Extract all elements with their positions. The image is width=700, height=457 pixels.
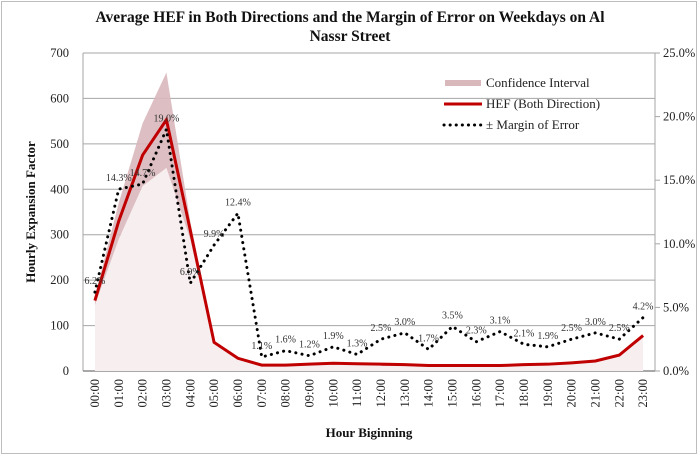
margin-of-error-series — [93, 123, 645, 359]
chart-title-line-2: Nassr Street — [310, 28, 392, 45]
legend-label-margin-of-error: ± Margin of Error — [486, 117, 580, 132]
legend-label-hef: HEF (Both Direction) — [486, 96, 600, 111]
data-label: 14.3% — [106, 173, 132, 184]
data-label: 14.7% — [130, 168, 156, 179]
data-label: 1.9% — [537, 331, 558, 342]
data-label: 2.5% — [609, 323, 630, 334]
data-label: 1.3% — [347, 338, 368, 349]
y-tick-label: 400 — [50, 182, 69, 196]
x-tick-label: 09:00 — [302, 379, 316, 407]
y2-tick-label: 5.0% — [663, 300, 689, 314]
x-tick-label: 15:00 — [445, 379, 459, 407]
data-label: 3.0% — [394, 317, 415, 328]
confidence-interval-band — [94, 72, 644, 371]
data-label: 1.7% — [418, 333, 439, 344]
legend: Confidence Interval HEF (Both Direction)… — [442, 75, 600, 132]
x-tick-label: 20:00 — [565, 379, 579, 407]
x-tick-label: 11:00 — [350, 379, 364, 407]
x-tick-label: 22:00 — [612, 379, 626, 407]
x-tick-label: 12:00 — [374, 379, 388, 407]
data-label: 9.9% — [204, 229, 225, 240]
confidence-interval-base-fill — [94, 167, 644, 371]
x-tick-label: 18:00 — [517, 379, 531, 407]
x-tick-label: 08:00 — [279, 379, 293, 407]
y-tick-label: 100 — [50, 319, 69, 333]
y2-tick-label: 25.0% — [663, 46, 695, 60]
x-tick-label: 21:00 — [588, 379, 602, 407]
x-tick-label: 06:00 — [231, 379, 245, 407]
data-label: 6.9% — [180, 267, 201, 278]
data-label: 3.5% — [442, 310, 463, 321]
chart-title-line-1: Average HEF in Both Directions and the M… — [95, 9, 605, 26]
x-tick-label: 03:00 — [159, 379, 173, 407]
y-tick-label: 300 — [50, 228, 69, 242]
x-tick-label: 04:00 — [183, 379, 197, 407]
y-axis-title: Hourly Expansion Factor — [23, 141, 38, 283]
x-tick-label: 19:00 — [541, 379, 555, 407]
data-labels: 6.2% 14.3%14.7% 19.0% 6.9% 9.9% 12.4% 1.1%1.6%… — [84, 113, 653, 352]
x-tick-label: 14:00 — [422, 379, 436, 407]
data-label: 12.4% — [225, 197, 251, 208]
data-label: 6.2% — [84, 276, 105, 287]
data-label: 2.5% — [370, 323, 391, 334]
y-tick-label: 700 — [50, 46, 69, 60]
data-label: 4.2% — [633, 302, 654, 313]
x-tick-label: 13:00 — [398, 379, 412, 407]
y2-tick-label: 20.0% — [663, 110, 695, 124]
y-tick-label: 500 — [50, 137, 69, 151]
hef-series — [93, 116, 645, 368]
y2-tick-label: 0.0% — [663, 364, 689, 378]
x-tick-label: 00:00 — [88, 379, 102, 407]
x-axis-ticks: 00:00 01:00 02:00 03:00 04:00 05:00 06:00 07:00… — [88, 379, 650, 407]
data-label: 19.0% — [153, 113, 179, 124]
data-label: 1.9% — [323, 331, 344, 342]
x-tick-label: 01:00 — [112, 379, 126, 407]
x-tick-label: 07:00 — [255, 379, 269, 407]
legend-label-confidence-interval: Confidence Interval — [486, 75, 590, 90]
y-tick-label: 0 — [63, 364, 69, 378]
x-tick-label: 16:00 — [469, 379, 483, 407]
data-label: 1.2% — [299, 340, 320, 351]
margin-of-error-line — [93, 123, 645, 359]
data-label: 3.0% — [585, 317, 606, 328]
x-tick-label: 23:00 — [636, 379, 650, 407]
data-label: 2.1% — [513, 328, 534, 339]
data-label: 3.1% — [490, 316, 511, 327]
x-tick-label: 17:00 — [493, 379, 507, 407]
y2-tick-label: 10.0% — [663, 237, 695, 251]
legend-swatch-confidence-interval — [445, 80, 481, 86]
x-tick-label: 02:00 — [136, 379, 150, 407]
x-tick-label: 05:00 — [207, 379, 221, 407]
x-axis-title: Hour Biginning — [326, 425, 413, 440]
y-axis-ticks: 0 100 200 300 400 500 600 700 — [50, 46, 69, 378]
data-label: 2.5% — [561, 323, 582, 334]
y2-tick-label: 15.0% — [663, 173, 695, 187]
y-tick-label: 600 — [50, 91, 69, 105]
hef-line — [93, 116, 645, 368]
data-label: 1.6% — [275, 335, 296, 346]
data-label: 2.3% — [466, 326, 487, 337]
x-tick-label: 10:00 — [326, 379, 340, 407]
y-tick-label: 200 — [50, 273, 69, 287]
y2-axis-ticks: 0.0% 5.0% 10.0% 15.0% 20.0% 25.0% — [655, 46, 695, 378]
data-label: 1.1% — [251, 341, 272, 352]
